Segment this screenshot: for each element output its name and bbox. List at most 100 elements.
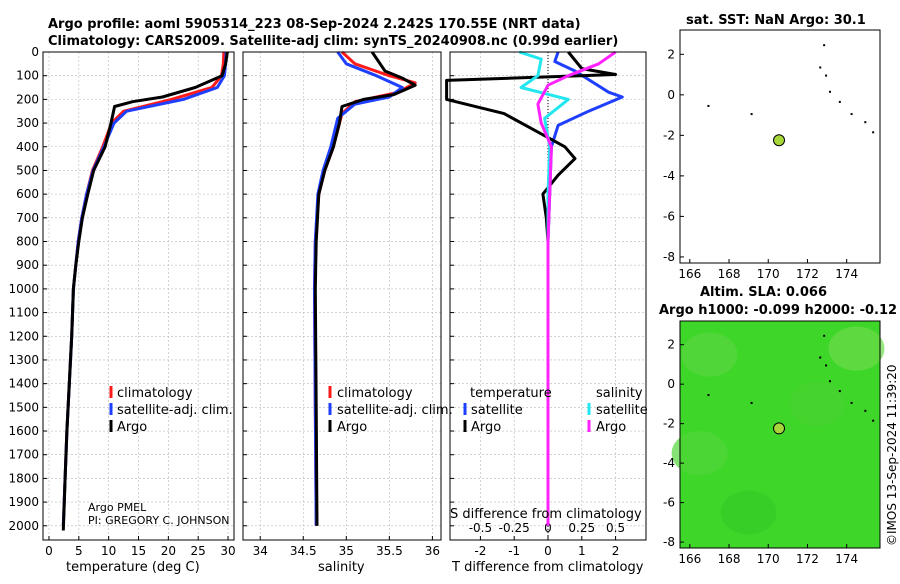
- island-marker: [819, 66, 822, 69]
- island-marker: [825, 74, 828, 77]
- legend-label-argo: Argo: [117, 420, 147, 435]
- island-marker: [829, 90, 832, 93]
- x-tick-label: 35: [339, 544, 354, 558]
- sla-map-panel: 166 168 170 172 174 2 0 -2 -4 -6 -8: [663, 320, 885, 566]
- sla-field-patch: [789, 381, 846, 426]
- island-marker: [823, 44, 826, 47]
- island-marker: [829, 380, 832, 383]
- salinity-panel: 34 34.5 35 35.5 36: [242, 50, 442, 558]
- island-marker: [707, 394, 710, 397]
- island-marker: [872, 131, 875, 134]
- sla-field-patch: [828, 326, 885, 371]
- depth-tick-label: 1800: [8, 471, 39, 485]
- island-marker: [750, 401, 753, 404]
- x-tick-label: 36: [425, 544, 440, 558]
- x-tick-label: -2: [474, 544, 486, 558]
- x-tick-label: 5: [75, 544, 83, 558]
- map-frame: [679, 320, 881, 549]
- depth-tick-label: 400: [16, 140, 39, 154]
- depth-tick-label: 100: [16, 69, 39, 83]
- s-tick-label: 0.25: [568, 521, 595, 535]
- depth-tick-label: 1700: [8, 448, 39, 462]
- x-tick-label: 30: [220, 544, 235, 558]
- s-difference-label: S difference from climatology: [450, 507, 642, 522]
- island-marker: [825, 364, 828, 367]
- argo-location-marker: [773, 422, 786, 435]
- legend-header-temperature: temperature: [470, 386, 552, 401]
- s-tick-label: 0.5: [606, 521, 625, 535]
- imos-watermark: ©IMOS 13-Sep-2024 11:39:20: [885, 364, 899, 546]
- salinity-plot-frame: [242, 51, 442, 541]
- depth-tick-label: 1600: [8, 424, 39, 438]
- sla-field-patch: [720, 490, 777, 535]
- map-y-tick-label: -4: [663, 456, 675, 470]
- temperature-xlabel: temperature (deg C): [66, 560, 200, 575]
- depth-tick-label: 500: [16, 163, 39, 177]
- map-y-tick-label: 0: [667, 377, 675, 391]
- x-tick-label: 0: [544, 544, 552, 558]
- x-tick-label: 34.5: [290, 544, 317, 558]
- map-frame: [679, 29, 881, 264]
- map-x-tick-label: 172: [796, 267, 819, 281]
- annotation-pi: PI: GREGORY C. JOHNSON: [88, 514, 229, 527]
- s-tick-label: 0: [544, 521, 552, 535]
- depth-tick-label: 600: [16, 187, 39, 201]
- series-line-salinity-satellite: [518, 50, 570, 526]
- x-tick-label: 10: [101, 544, 116, 558]
- depth-tick-label: 300: [16, 116, 39, 130]
- map-y-tick-label: -2: [663, 417, 675, 431]
- map-x-tick-label: 166: [678, 552, 701, 566]
- depth-tick-label: 0: [31, 45, 39, 59]
- legend-label-s-satellite: satellite: [596, 403, 648, 418]
- x-tick-label: 15: [131, 544, 146, 558]
- legend-label-t-argo: Argo: [471, 420, 501, 435]
- depth-tick-label: 900: [16, 258, 39, 272]
- x-tick-label: 35.5: [376, 544, 403, 558]
- depth-tick-label: 1000: [8, 282, 39, 296]
- map-y-tick-label: -6: [663, 209, 675, 223]
- depth-tick-label: 1200: [8, 329, 39, 343]
- depth-tick-label: 1100: [8, 306, 39, 320]
- annotation-institution: Argo PMEL: [88, 501, 147, 514]
- s-tick-label: -0.5: [469, 521, 492, 535]
- difference-panel: -2 -1 0 1 2 -0.5 -0.25 0 0.25 0.5: [445, 50, 647, 558]
- sla-field-patch: [671, 431, 728, 476]
- temperature-panel: 0100200300400500600700800900100011001200…: [8, 45, 235, 558]
- map-y-tick-label: -8: [663, 535, 675, 549]
- header-title-line2: Climatology: CARS2009. Satellite-adj cli…: [48, 34, 618, 49]
- temperature-plot-frame: [42, 51, 235, 541]
- sla-map-title-line1: Altim. SLA: 0.066: [700, 285, 827, 300]
- map-y-tick-label: -6: [663, 496, 675, 510]
- map-x-tick-label: 168: [718, 267, 741, 281]
- island-marker: [838, 390, 841, 393]
- depth-tick-label: 800: [16, 235, 39, 249]
- map-x-tick-label: 166: [678, 267, 701, 281]
- s-tick-label: -0.25: [499, 521, 530, 535]
- x-tick-label: 25: [191, 544, 206, 558]
- header-title-line1: Argo profile: aoml 5905314_223 08-Sep-20…: [48, 17, 581, 32]
- map-x-tick-label: 170: [757, 267, 780, 281]
- island-marker: [838, 100, 841, 103]
- x-tick-label: -1: [508, 544, 520, 558]
- difference-xlabel: T difference from climatology: [451, 560, 644, 575]
- salinity-legend: climatology satellite-adj. clim. Argo: [328, 386, 453, 435]
- island-marker: [864, 409, 867, 412]
- depth-tick-label: 200: [16, 92, 39, 106]
- temperature-legend: climatology satellite-adj. clim. Argo: [109, 386, 233, 435]
- sst-map-panel: 166 168 170 172 174 2 0 -2 -4 -6 -8: [663, 29, 881, 281]
- map-background: [680, 30, 880, 263]
- map-y-tick-label: 2: [667, 47, 675, 61]
- map-y-tick-label: -8: [663, 250, 675, 264]
- map-y-tick-label: 0: [667, 88, 675, 102]
- x-tick-label: 1: [578, 544, 586, 558]
- legend-label-climatology: climatology: [117, 386, 193, 401]
- map-y-tick-label: -2: [663, 128, 675, 142]
- legend-label-satellite: satellite-adj. clim.: [117, 403, 233, 418]
- series-line-salinity-argo: [536, 50, 617, 526]
- map-y-tick-label: -4: [663, 169, 675, 183]
- depth-tick-label: 2000: [8, 519, 39, 533]
- sla-field-patch: [681, 332, 738, 377]
- map-y-tick-label: 2: [667, 338, 675, 352]
- salinity-xlabel: salinity: [318, 560, 365, 575]
- depth-tick-label: 1500: [8, 400, 39, 414]
